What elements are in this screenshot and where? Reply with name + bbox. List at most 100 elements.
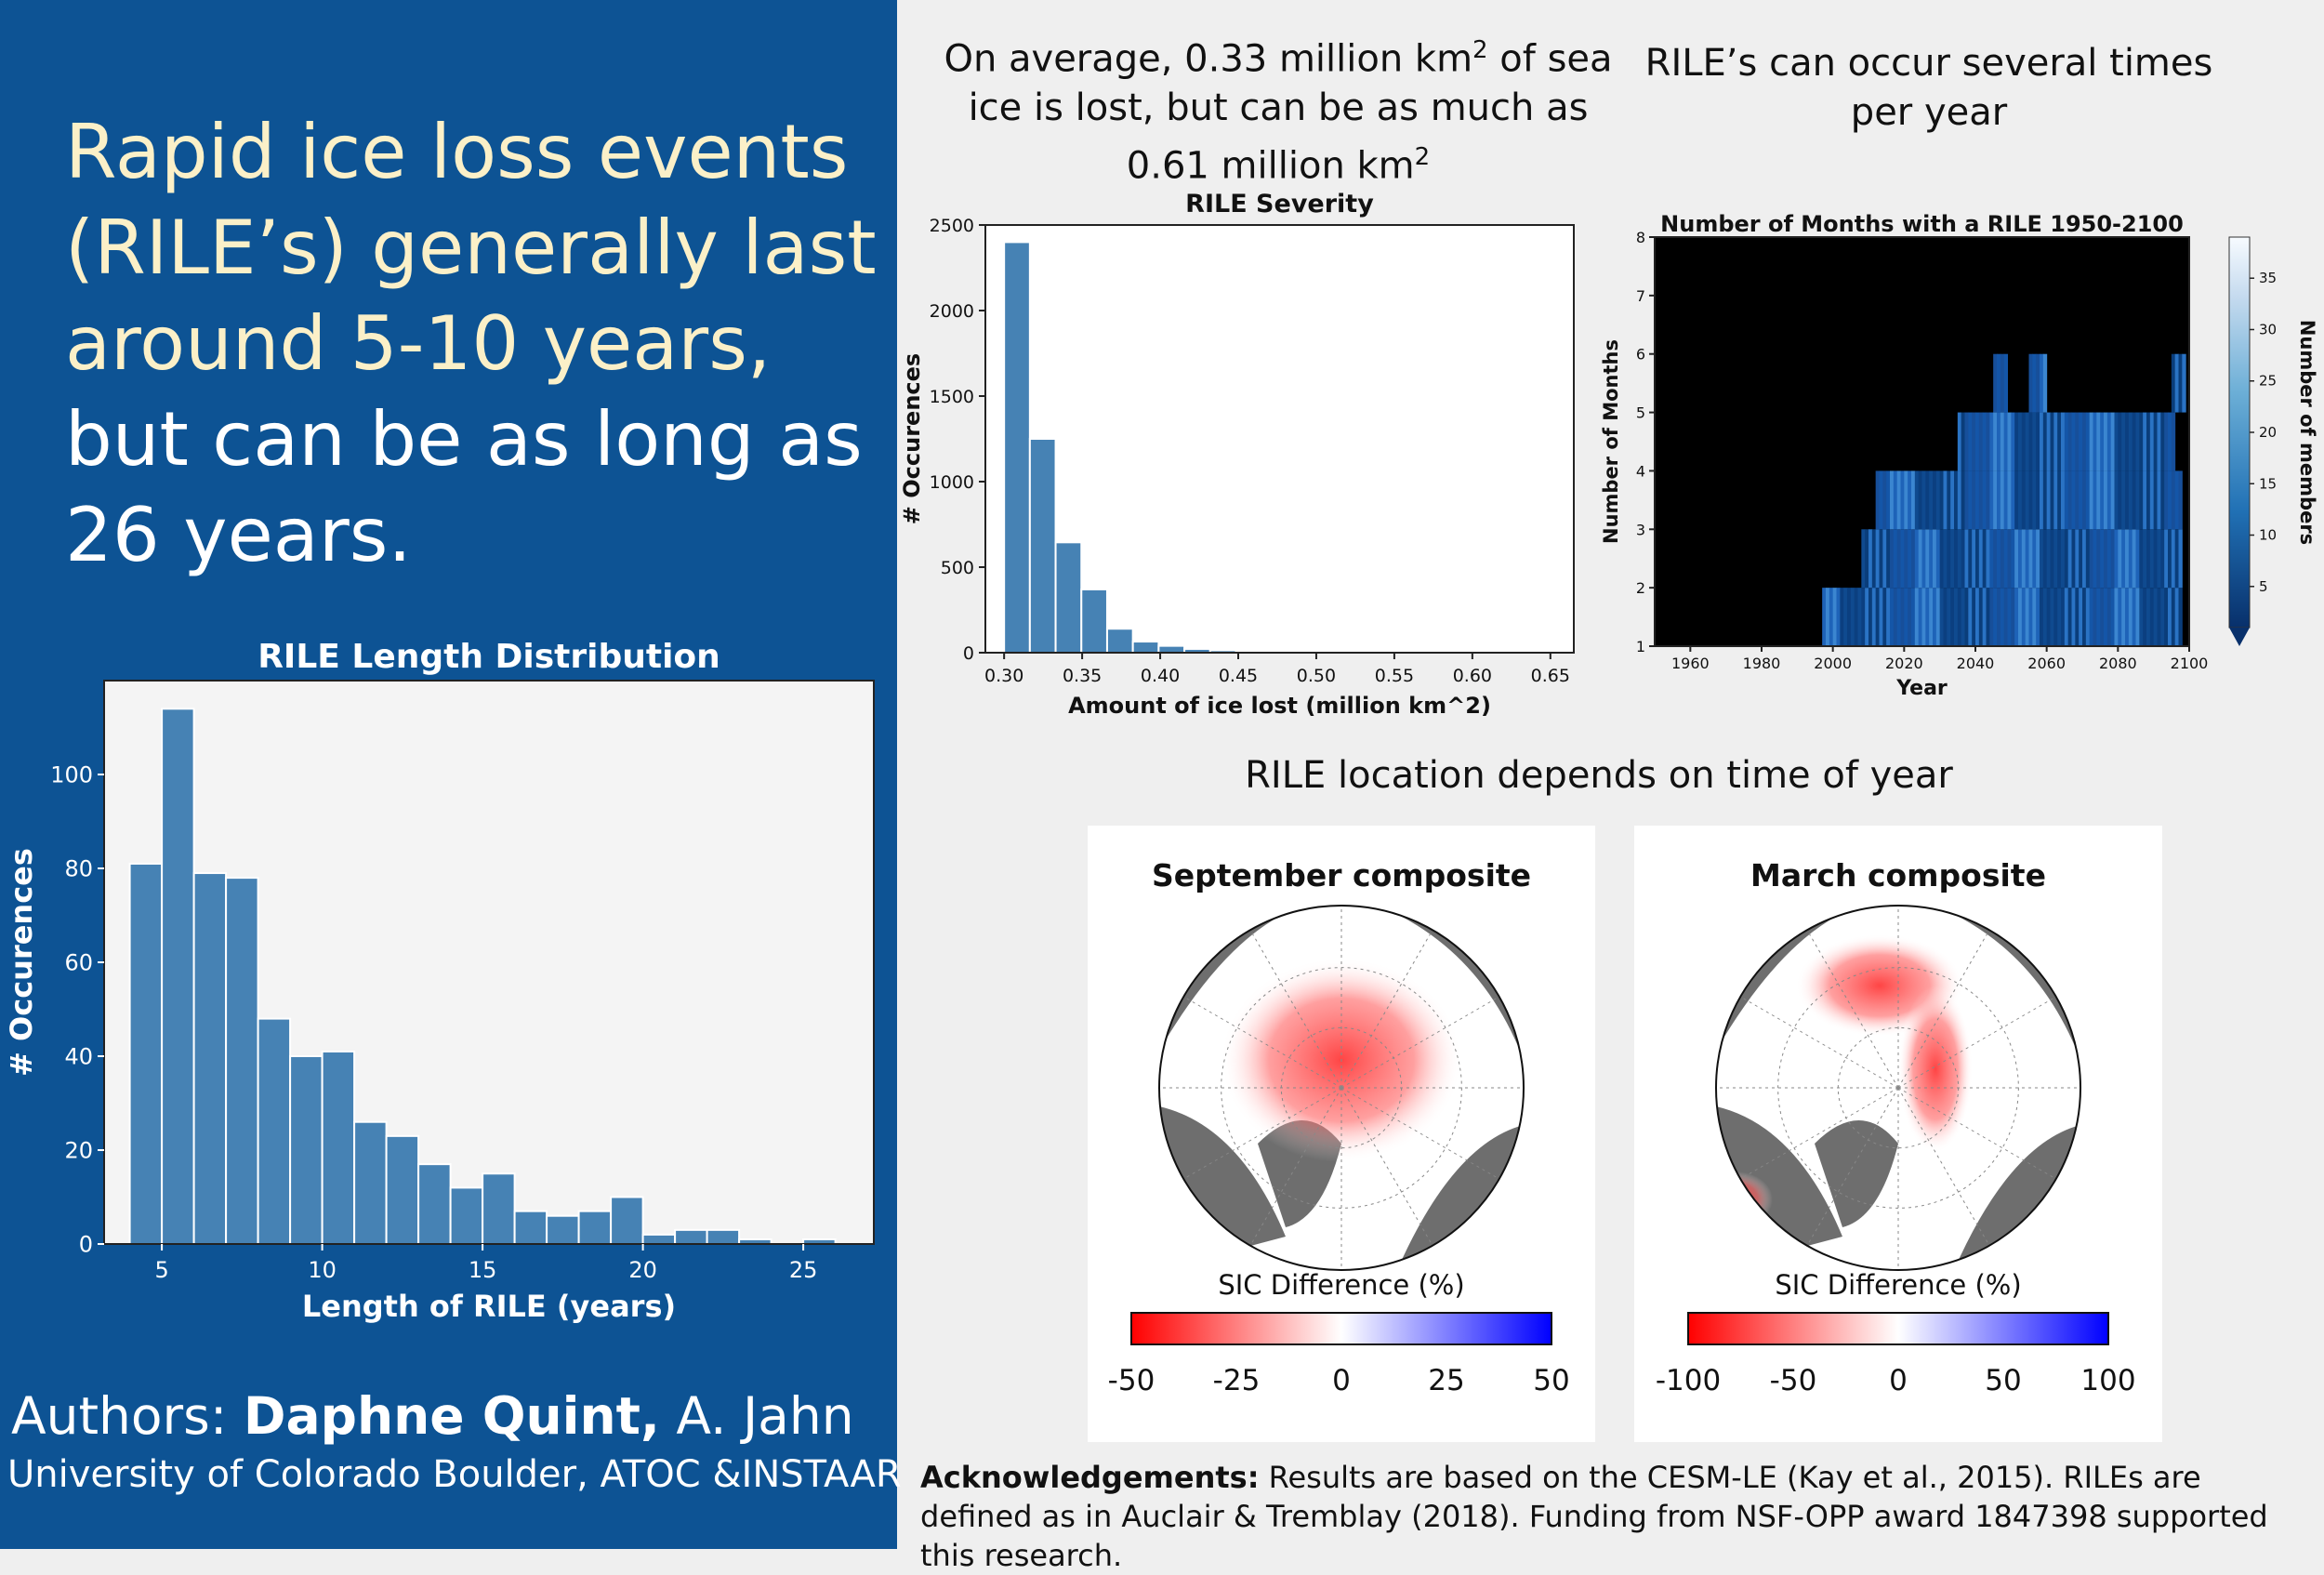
colorbar-tick-label: -50 (1108, 1364, 1155, 1397)
heatmap-cell (1915, 529, 1919, 588)
affiliation: University of Colorado Boulder, ATOC &IN… (7, 1453, 902, 1496)
heatmap-cell (2164, 413, 2168, 471)
heatmap-cell (2047, 529, 2051, 588)
heatmap-cell (1897, 588, 1901, 646)
heatmap-cell (1858, 588, 1862, 646)
heatmap-cell (1972, 470, 1975, 529)
heatmap-cell (1950, 470, 1954, 529)
heatmap-cell (1919, 470, 1922, 529)
heatmap-cell (2111, 588, 2115, 646)
heatmap-cell (1936, 470, 1940, 529)
heatmap-cell (1851, 588, 1855, 646)
heatmap-cell (2036, 588, 2040, 646)
heatmap-cell (1947, 588, 1950, 646)
heatmap-cell (2072, 413, 2076, 471)
heatmap-cell (2072, 470, 2076, 529)
histogram-bar (707, 1230, 740, 1244)
headline-part2: but can be as long as 26 years. (65, 396, 863, 578)
heatmap-cell (1861, 588, 1865, 646)
heatmap-cell (2061, 413, 2065, 471)
heatmap-cell (2168, 588, 2172, 646)
heatmap-cell (1979, 413, 1983, 471)
heatmap-cell (2158, 529, 2161, 588)
heatmap-cell (2154, 588, 2158, 646)
heatmap-cell (2179, 529, 2183, 588)
y-tick-label: 8 (1636, 229, 1645, 246)
heatmap-cell (2053, 413, 2057, 471)
heatmap-cell (2057, 529, 2061, 588)
heatmap-cell (2079, 413, 2082, 471)
heatmap-cell (2000, 588, 2004, 646)
heatmap-cell (1950, 529, 1954, 588)
heatmap-cell (2104, 470, 2107, 529)
authors: Authors: Daphne Quint, A. Jahn (11, 1383, 854, 1449)
histogram-bar (451, 1187, 482, 1244)
heatmap-cell (1911, 470, 1915, 529)
colorbar-tick-label: 25 (2259, 373, 2277, 390)
heatmap-cell (2111, 529, 2115, 588)
heatmap-cell (2104, 529, 2107, 588)
heatmap-cell (1987, 529, 1990, 588)
heatmap-cell (2068, 413, 2072, 471)
heatmap-cell (2082, 413, 2086, 471)
colorbar-extend-arrow (2229, 628, 2250, 646)
heatmap-cell (2121, 470, 2125, 529)
heatmap-cell (1886, 529, 1890, 588)
x-tick-label: 2000 (1814, 655, 1852, 672)
heatmap-cell (2096, 470, 2100, 529)
heatmap-cell (2036, 354, 2040, 413)
heatmap-cell (2143, 413, 2146, 471)
heatmap-cell (2179, 354, 2183, 413)
chart-title: RILE Length Distribution (257, 638, 720, 676)
heatmap-cell (2051, 470, 2054, 529)
x-tick-label: 0.60 (1453, 666, 1492, 686)
heatmap-cell (2143, 588, 2146, 646)
x-axis-label: Year (1895, 677, 1948, 697)
colorbar-tick-label: 50 (1533, 1364, 1569, 1397)
headline-part1: Rapid ice loss events (RILE’s) generally… (65, 109, 877, 387)
heatmap-cell (1958, 529, 1961, 588)
heatmap-cell (2000, 470, 2004, 529)
heatmap-cell (1865, 588, 1868, 646)
heatmap-cell (1880, 529, 1883, 588)
heatmap-cell (2086, 470, 2090, 529)
colorbar-tick-label: -25 (1213, 1364, 1261, 1397)
heatmap-cell (1829, 588, 1833, 646)
heatmap-cell (1880, 588, 1883, 646)
heatmap-cell (1954, 529, 1958, 588)
heatmap-cell (2129, 529, 2133, 588)
heatmap-cell (2172, 588, 2175, 646)
y-tick-label: 100 (50, 762, 93, 788)
heatmap-cell (2143, 529, 2146, 588)
heatmap-cell (2136, 529, 2140, 588)
heatmap-cell (1961, 529, 1965, 588)
heatmap-cell (1904, 588, 1908, 646)
heatmap-cell (1876, 470, 1880, 529)
histogram-bar (418, 1164, 451, 1244)
heatmap-cell (2036, 413, 2040, 471)
heatmap-cell (1940, 588, 1944, 646)
heatmap-cell (2000, 354, 2004, 413)
colorbar-tick-label: 25 (1428, 1364, 1464, 1397)
heatmap-cell (2172, 413, 2175, 471)
heatmap-cell (2115, 529, 2119, 588)
heatmap-cell (1993, 470, 1997, 529)
heatmap-cell (1908, 529, 1911, 588)
histogram-bar (611, 1198, 643, 1245)
heatmap-cell (2040, 588, 2043, 646)
heatmap-cell (1993, 588, 1997, 646)
heatmap-cell (2179, 588, 2183, 646)
histogram-bar (130, 864, 163, 1244)
y-tick-label: 2000 (930, 301, 974, 322)
heatmap-cell (1997, 588, 2000, 646)
heatmap-cell (1983, 413, 1987, 471)
heatmap-cell (2100, 413, 2104, 471)
heatmap-cell (2043, 588, 2047, 646)
heatmap-cell (2100, 529, 2104, 588)
heatmap-cell (1925, 529, 1929, 588)
heatmap-cell (2051, 529, 2054, 588)
heatmap-cell (1965, 413, 1969, 471)
histogram-bar (547, 1216, 579, 1244)
histogram-bar (482, 1173, 515, 1244)
